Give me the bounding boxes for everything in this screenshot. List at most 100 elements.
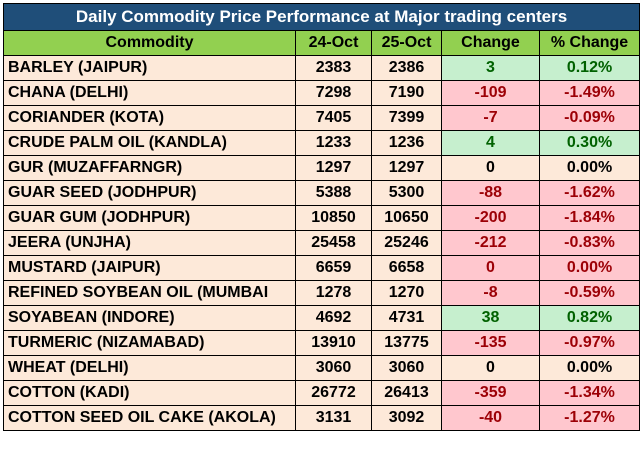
price-24-oct-cell: 26772 xyxy=(295,380,372,406)
title-row: Daily Commodity Price Performance at Maj… xyxy=(2,3,641,31)
change-cell: 3 xyxy=(441,55,540,81)
price-25-oct-cell: 26413 xyxy=(371,380,442,406)
pct-change-cell: 0.82% xyxy=(538,305,641,331)
commodity-cell: GUAR SEED (JODHPUR) xyxy=(3,180,296,206)
change-cell: -88 xyxy=(441,180,540,206)
price-25-oct-cell: 1297 xyxy=(371,155,442,181)
table-row: GUR (MUZAFFARNGR) 1297 1297 0 0.00% xyxy=(3,155,641,181)
pct-change-cell: -1.49% xyxy=(538,80,641,106)
price-25-oct-cell: 4731 xyxy=(371,305,442,331)
price-25-oct-cell: 3092 xyxy=(371,405,442,431)
table-row: WHEAT (DELHI) 3060 3060 0 0.00% xyxy=(3,355,641,381)
change-cell: -7 xyxy=(441,105,540,131)
header-row: Commodity 24-Oct 25-Oct Change % Change xyxy=(3,30,641,56)
commodity-cell: REFINED SOYBEAN OIL (MUMBAI xyxy=(3,280,296,306)
commodity-cell: BARLEY (JAIPUR) xyxy=(3,55,296,81)
commodity-cell: GUAR GUM (JODHPUR) xyxy=(3,205,296,231)
price-24-oct-cell: 1278 xyxy=(295,280,372,306)
header-commodity: Commodity xyxy=(3,30,296,56)
price-25-oct-cell: 5300 xyxy=(371,180,442,206)
table-title: Daily Commodity Price Performance at Maj… xyxy=(2,3,641,31)
price-25-oct-cell: 10650 xyxy=(371,205,442,231)
commodity-cell: MUSTARD (JAIPUR) xyxy=(3,255,296,281)
price-24-oct-cell: 7405 xyxy=(295,105,372,131)
price-24-oct-cell: 25458 xyxy=(295,230,372,256)
commodity-price-table: Daily Commodity Price Performance at Maj… xyxy=(2,3,641,431)
price-24-oct-cell: 10850 xyxy=(295,205,372,231)
change-cell: 38 xyxy=(441,305,540,331)
change-cell: 4 xyxy=(441,130,540,156)
price-24-oct-cell: 4692 xyxy=(295,305,372,331)
price-25-oct-cell: 6658 xyxy=(371,255,442,281)
commodity-cell: TURMERIC (NIZAMABAD) xyxy=(3,330,296,356)
pct-change-cell: -0.97% xyxy=(538,330,641,356)
commodity-cell: JEERA (UNJHA) xyxy=(3,230,296,256)
price-25-oct-cell: 7399 xyxy=(371,105,442,131)
table-row: SOYABEAN (INDORE) 4692 4731 38 0.82% xyxy=(3,305,641,331)
table-row: COTTON (KADI) 26772 26413 -359 -1.34% xyxy=(3,380,641,406)
commodity-cell: COTTON SEED OIL CAKE (AKOLA) xyxy=(3,405,296,431)
price-25-oct-cell: 1270 xyxy=(371,280,442,306)
pct-change-cell: 0.00% xyxy=(538,155,641,181)
price-24-oct-cell: 6659 xyxy=(295,255,372,281)
table-row: TURMERIC (NIZAMABAD) 13910 13775 -135 -0.97% xyxy=(3,330,641,356)
price-25-oct-cell: 2386 xyxy=(371,55,442,81)
pct-change-cell: 0.00% xyxy=(538,355,641,381)
commodity-cell: CRUDE PALM OIL (KANDLA) xyxy=(3,130,296,156)
table-row: CRUDE PALM OIL (KANDLA) 1233 1236 4 0.30% xyxy=(3,130,641,156)
change-cell: -212 xyxy=(441,230,540,256)
table-row: COTTON SEED OIL CAKE (AKOLA) 3131 3092 -40-… xyxy=(3,405,641,431)
table-row: CORIANDER (KOTA) 7405 7399 -7 -0.09% xyxy=(3,105,641,131)
table-row: GUAR GUM (JODHPUR) 10850 10650 -200 -1.84% xyxy=(3,205,641,231)
table-row: MUSTARD (JAIPUR) 6659 6658 0 0.00% xyxy=(3,255,641,281)
header-24-oct: 24-Oct xyxy=(295,30,372,56)
commodity-cell: SOYABEAN (INDORE) xyxy=(3,305,296,331)
commodity-cell: WHEAT (DELHI) xyxy=(3,355,296,381)
pct-change-cell: -1.62% xyxy=(538,180,641,206)
pct-change-cell: -1.27% xyxy=(538,405,641,431)
price-25-oct-cell: 13775 xyxy=(371,330,442,356)
price-24-oct-cell: 3060 xyxy=(295,355,372,381)
price-24-oct-cell: 7298 xyxy=(295,80,372,106)
header-change: Change xyxy=(441,30,540,56)
price-24-oct-cell: 3131 xyxy=(295,405,372,431)
commodity-table-container: Daily Commodity Price Performance at Maj… xyxy=(2,3,641,431)
price-25-oct-cell: 7190 xyxy=(371,80,442,106)
change-cell: 0 xyxy=(441,255,540,281)
table-body: BARLEY (JAIPUR) 2383 2386 3 0.12% CHANA (DELH… xyxy=(3,55,641,431)
change-cell: -359 xyxy=(441,380,540,406)
pct-change-cell: -0.83% xyxy=(538,230,641,256)
price-24-oct-cell: 5388 xyxy=(295,180,372,206)
change-cell: -8 xyxy=(441,280,540,306)
price-24-oct-cell: 1233 xyxy=(295,130,372,156)
price-25-oct-cell: 3060 xyxy=(371,355,442,381)
price-24-oct-cell: 2383 xyxy=(295,55,372,81)
header-25-oct: 25-Oct xyxy=(371,30,442,56)
header-pct-change: % Change xyxy=(538,30,641,56)
commodity-cell: CORIANDER (KOTA) xyxy=(3,105,296,131)
pct-change-cell: -1.84% xyxy=(538,205,641,231)
change-cell: 0 xyxy=(441,155,540,181)
pct-change-cell: 0.00% xyxy=(538,255,641,281)
commodity-cell: COTTON (KADI) xyxy=(3,380,296,406)
change-cell: -135 xyxy=(441,330,540,356)
commodity-cell: GUR (MUZAFFARNGR) xyxy=(3,155,296,181)
change-cell: -200 xyxy=(441,205,540,231)
pct-change-cell: 0.30% xyxy=(538,130,641,156)
table-row: JEERA (UNJHA) 25458 25246 -212 -0.83% xyxy=(3,230,641,256)
pct-change-cell: -0.59% xyxy=(538,280,641,306)
price-25-oct-cell: 1236 xyxy=(371,130,442,156)
pct-change-cell: -0.09% xyxy=(538,105,641,131)
price-25-oct-cell: 25246 xyxy=(371,230,442,256)
price-24-oct-cell: 1297 xyxy=(295,155,372,181)
pct-change-cell: -1.34% xyxy=(538,380,641,406)
table-row: BARLEY (JAIPUR) 2383 2386 3 0.12% xyxy=(3,55,641,81)
table-row: GUAR SEED (JODHPUR) 5388 5300 -88 -1.62% xyxy=(3,180,641,206)
pct-change-cell: 0.12% xyxy=(538,55,641,81)
table-row: REFINED SOYBEAN OIL (MUMBAI 1278 1270 -8 -0.… xyxy=(3,280,641,306)
price-24-oct-cell: 13910 xyxy=(295,330,372,356)
change-cell: -40 xyxy=(441,405,540,431)
change-cell: -109 xyxy=(441,80,540,106)
change-cell: 0 xyxy=(441,355,540,381)
table-row: CHANA (DELHI) 7298 7190 -109 -1.49% xyxy=(3,80,641,106)
